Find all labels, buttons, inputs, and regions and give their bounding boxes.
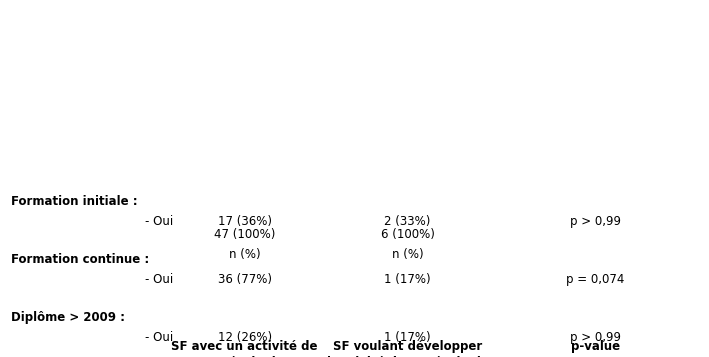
Text: Formation continue :: Formation continue : — [11, 253, 149, 266]
Text: n (%): n (%) — [392, 248, 423, 261]
Text: 2 (33%): 2 (33%) — [384, 215, 431, 228]
Text: p-value: p-value — [571, 340, 620, 353]
Text: - Oui: - Oui — [145, 273, 174, 286]
Text: 12 (26%): 12 (26%) — [218, 331, 272, 344]
Text: SF avec un activité de
gynécologie: SF avec un activité de gynécologie — [172, 340, 318, 357]
Text: 36 (77%): 36 (77%) — [218, 273, 272, 286]
Text: p > 0,99: p > 0,99 — [570, 331, 621, 344]
Text: SF voulant développer
l'activité de gynécologie: SF voulant développer l'activité de gyné… — [327, 340, 489, 357]
Text: Diplôme > 2009 :: Diplôme > 2009 : — [11, 311, 125, 324]
Text: 6 (100%): 6 (100%) — [381, 228, 435, 241]
Text: n (%): n (%) — [229, 248, 260, 261]
Text: 1 (17%): 1 (17%) — [384, 331, 431, 344]
Text: 1 (17%): 1 (17%) — [384, 273, 431, 286]
Text: p > 0,99: p > 0,99 — [570, 215, 621, 228]
Text: 47 (100%): 47 (100%) — [214, 228, 275, 241]
Text: Formation initiale :: Formation initiale : — [11, 195, 138, 208]
Text: p = 0,074: p = 0,074 — [566, 273, 625, 286]
Text: 17 (36%): 17 (36%) — [218, 215, 272, 228]
Text: - Oui: - Oui — [145, 331, 174, 344]
Text: - Oui: - Oui — [145, 215, 174, 228]
